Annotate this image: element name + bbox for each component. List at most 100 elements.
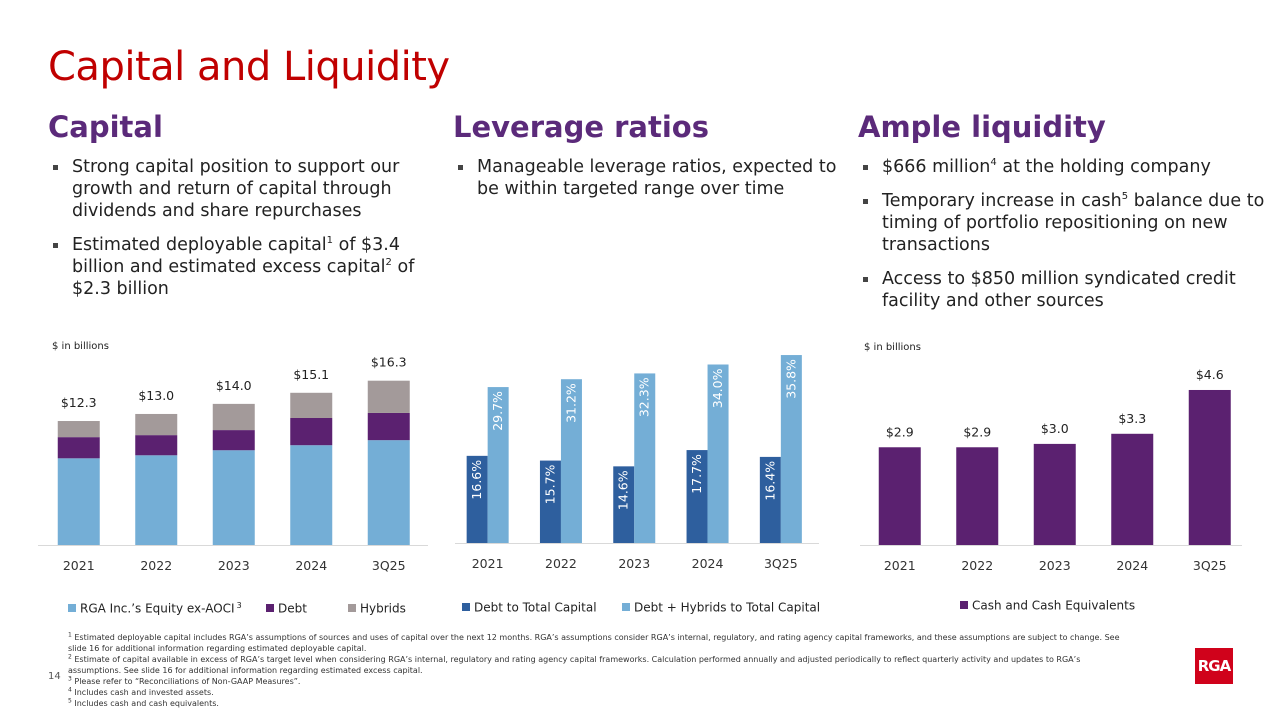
bullet-text: $666 million [882, 157, 991, 177]
bar-segment [212, 430, 255, 451]
legend-label: Debt + Hybrids to Total Capital [634, 601, 820, 615]
unit-note: $ in billions [864, 342, 921, 353]
footnote: 3 Please refer to “Reconciliations of No… [68, 676, 1133, 687]
bar [1111, 433, 1154, 545]
bar [707, 364, 729, 543]
footnote: 4 Includes cash and invested assets. [68, 687, 1133, 698]
data-label: 16.4% [762, 461, 777, 501]
bar-segment [367, 412, 410, 441]
bullet: Manageable leverage ratios, expected to … [453, 156, 838, 200]
bar-segment [135, 413, 178, 436]
superscript: 1 [326, 235, 334, 247]
bullet: Temporary increase in cash5 balance due … [858, 190, 1278, 256]
footnote-mark: 5 [68, 697, 72, 705]
legend-label: Hybrids [360, 602, 406, 616]
legend-swatch [348, 604, 356, 612]
data-label: 31.2% [563, 383, 578, 423]
page-number: 14 [48, 671, 61, 682]
bar [956, 447, 999, 545]
bar-segment [290, 445, 333, 545]
x-tick-label: 2021 [472, 556, 504, 571]
x-tick-label: 2023 [618, 556, 650, 571]
bullet-text: Manageable leverage ratios, expected to … [477, 157, 837, 199]
bar [686, 450, 708, 543]
bar-segment [290, 392, 333, 418]
footnote-text: Includes cash and invested assets. [74, 688, 214, 697]
footnote-text: Includes cash and cash equivalents. [74, 699, 219, 708]
footnote-text: Estimate of capital available in excess … [68, 655, 1081, 675]
bar-segment [367, 440, 410, 545]
section-heading: Leverage ratios [453, 110, 709, 144]
data-label: 29.7% [490, 391, 505, 431]
data-label: $3.0 [1041, 421, 1069, 436]
footnote: 2 Estimate of capital available in exces… [68, 654, 1133, 676]
data-label: 34.0% [710, 368, 725, 408]
legend-label: RGA Inc.’s Equity ex-AOCI [80, 602, 235, 616]
bullet: $666 million4 at the holding company [858, 156, 1278, 178]
bar [539, 460, 561, 543]
data-label: $2.9 [963, 424, 991, 439]
slide-title: Capital and Liquidity [48, 44, 450, 90]
legend-note: 3 [237, 601, 242, 610]
bullet-text: at the holding company [996, 157, 1211, 177]
x-tick-label: 2023 [1039, 558, 1071, 573]
bar-segment [135, 455, 178, 545]
unit-note: $ in billions [52, 341, 109, 352]
footnote: 1 Estimated deployable capital includes … [68, 632, 1133, 654]
legend-swatch [462, 603, 470, 611]
legend-label: Debt [278, 602, 307, 616]
x-tick-label: 2021 [884, 558, 916, 573]
bullet-text: Temporary increase in cash [882, 191, 1122, 211]
x-tick-label: 2022 [545, 556, 577, 571]
total-label: $16.3 [371, 355, 407, 370]
bar [1033, 443, 1076, 545]
footnote-mark: 4 [68, 686, 72, 694]
bar [878, 447, 921, 545]
bar [560, 379, 582, 543]
x-tick-label: 2023 [218, 558, 250, 573]
logo: RGA [1195, 648, 1233, 684]
data-label: 14.6% [616, 470, 631, 510]
bar [613, 466, 635, 543]
x-tick-label: 2024 [1116, 558, 1148, 573]
data-label: 32.3% [637, 377, 652, 417]
bar-segment [57, 458, 100, 545]
bullet: Strong capital position to support our g… [48, 156, 428, 222]
data-label: $3.3 [1118, 411, 1146, 426]
legend-label: Debt to Total Capital [474, 601, 597, 615]
bar-segment [57, 421, 100, 438]
bullet-text: of $3.4 billion and estimated excess cap… [72, 235, 401, 277]
superscript: 5 [1121, 191, 1129, 203]
bullet: Estimated deployable capital1 of $3.4 bi… [48, 234, 428, 300]
bar-segment [57, 437, 100, 459]
total-label: $15.1 [293, 367, 329, 382]
superscript: 4 [990, 157, 997, 169]
footnote-mark: 1 [68, 631, 72, 639]
bullet: Access to $850 million syndicated credit… [858, 268, 1278, 312]
legend-swatch [960, 601, 968, 609]
legend-swatch [68, 604, 76, 612]
footnote-text: Estimated deployable capital includes RG… [68, 633, 1120, 653]
total-label: $14.0 [216, 378, 252, 393]
data-label: 35.8% [783, 359, 798, 399]
bar [759, 456, 781, 543]
total-label: $12.3 [61, 395, 97, 410]
data-label: 15.7% [542, 464, 557, 504]
section-heading: Ample liquidity [858, 110, 1106, 144]
bullet-text: of $2.3 billion [72, 257, 415, 299]
x-tick-label: 2021 [63, 558, 95, 573]
x-tick-label: 2022 [961, 558, 993, 573]
section: Leverage ratios Manageable leverage ratio… [453, 110, 838, 212]
data-label: 16.6% [469, 460, 484, 500]
section-heading: Capital [48, 110, 163, 144]
section: Ample liquidity $666 million4 at the hold… [858, 110, 1278, 324]
x-tick-label: 2024 [295, 558, 327, 573]
x-tick-label: 3Q25 [1193, 558, 1227, 573]
x-tick-label: 3Q25 [372, 558, 406, 573]
x-tick-label: 3Q25 [764, 556, 798, 571]
bar [466, 455, 488, 543]
bullet-text: Access to $850 million syndicated credit… [882, 269, 1236, 311]
bar-segment [212, 450, 255, 545]
